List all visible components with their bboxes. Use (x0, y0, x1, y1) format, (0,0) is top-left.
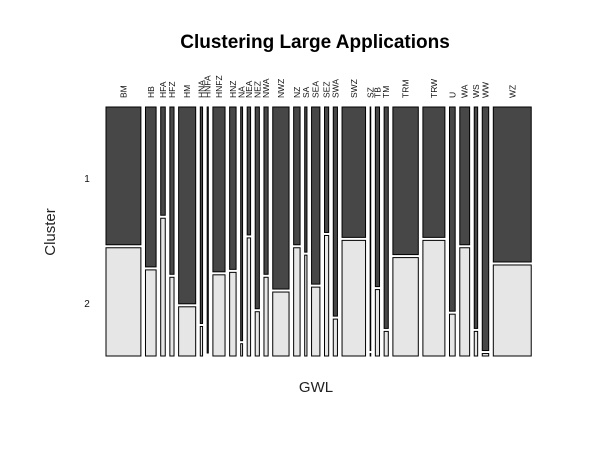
bar-TM-cluster-1 (383, 106, 389, 329)
bar-NWA-cluster-2 (263, 276, 269, 357)
bar-TRM-cluster-1 (392, 106, 419, 256)
x-tick-label-BM: BM (118, 85, 128, 98)
x-tick-label-HNZ: HNZ (228, 81, 238, 98)
bar-SA-cluster-1 (304, 106, 308, 253)
bar-HNFZ-cluster-2 (212, 274, 226, 357)
bar-NWZ-cluster-1 (272, 106, 290, 290)
bar-HNFA-cluster-1 (206, 106, 209, 354)
bar-SEA-cluster-1 (311, 106, 321, 285)
bar-NWA-cluster-1 (263, 106, 269, 275)
bar-TB-cluster-2 (374, 289, 381, 357)
bar-WS-cluster-2 (473, 330, 479, 357)
x-tick-label-SA: SA (301, 86, 311, 98)
x-tick-label-NEA: NEA (244, 80, 254, 98)
bar-NA-cluster-2 (240, 343, 244, 357)
bar-WZ-cluster-2 (492, 264, 532, 357)
bar-SWA-cluster-1 (332, 106, 338, 317)
x-tick-label-WA: WA (460, 84, 470, 98)
x-tick-label-SEZ: SEZ (322, 81, 332, 98)
bar-TRW-cluster-1 (422, 106, 446, 238)
bar-U-cluster-1 (448, 106, 456, 312)
bar-HFA-cluster-1 (160, 106, 166, 216)
x-tick-label-NA: NA (237, 86, 247, 98)
x-tick-label-TRM: TRM (401, 80, 411, 98)
x-tick-label-TRW: TRW (429, 79, 439, 98)
x-tick-label-NEZ: NEZ (252, 81, 262, 98)
bar-TB-cluster-1 (374, 106, 381, 288)
bar-SEZ-cluster-1 (324, 106, 330, 233)
x-tick-label-U: U (447, 92, 457, 98)
bar-SEA-cluster-2 (311, 286, 321, 357)
x-tick-label-HNFA: HNFA (203, 75, 213, 98)
x-tick-label-HFZ: HFZ (167, 81, 177, 98)
x-tick-label-HM: HM (182, 85, 192, 98)
bar-NA-cluster-1 (240, 106, 244, 342)
bar-NZ-cluster-1 (293, 106, 301, 246)
bar-HFA-cluster-2 (160, 217, 166, 357)
bar-HFZ-cluster-2 (169, 276, 175, 357)
x-tick-label-SWZ: SWZ (349, 79, 359, 98)
bar-NZ-cluster-2 (293, 247, 301, 357)
bar-WA-cluster-2 (459, 247, 471, 357)
bar-HNA-cluster-2 (199, 325, 204, 357)
x-tick-label-WZ: WZ (507, 85, 517, 98)
x-tick-label-HNA: HNA (196, 80, 206, 98)
bar-WS-cluster-1 (473, 106, 479, 329)
bar-BM-cluster-2 (105, 247, 142, 357)
bar-SZ-cluster-2 (369, 353, 372, 357)
x-tick-label-NWA: NWA (261, 78, 271, 98)
bar-HNZ-cluster-1 (229, 106, 237, 270)
x-tick-label-SEA: SEA (311, 81, 321, 98)
bar-HB-cluster-1 (144, 106, 157, 268)
bar-BM-cluster-1 (105, 106, 142, 246)
x-tick-label-NZ: NZ (292, 87, 302, 98)
bar-SA-cluster-2 (304, 254, 308, 357)
x-tick-label-TM: TM (381, 86, 391, 98)
bar-SWZ-cluster-1 (341, 106, 367, 238)
y-tick-label-cluster-2: 2 (84, 299, 90, 310)
bar-SWZ-cluster-2 (341, 239, 367, 357)
bar-HNFZ-cluster-1 (212, 106, 226, 273)
x-tick-label-WW: WW (480, 82, 490, 98)
bar-HB-cluster-2 (144, 269, 157, 357)
bar-SEZ-cluster-2 (324, 234, 330, 357)
x-tick-label-NWZ: NWZ (276, 79, 286, 98)
bar-SZ-cluster-1 (369, 106, 372, 352)
bar-TRM-cluster-2 (392, 257, 419, 357)
y-axis-label: Cluster (42, 208, 59, 256)
bar-HNA-cluster-1 (199, 106, 204, 324)
y-tick-label-cluster-1: 1 (84, 174, 90, 185)
bar-NEA-cluster-1 (246, 106, 252, 236)
bar-SWA-cluster-2 (332, 318, 338, 357)
x-tick-label-TB: TB (372, 87, 382, 98)
x-axis-label: GWL (299, 379, 333, 396)
bar-NEZ-cluster-2 (254, 311, 260, 357)
x-tick-label-HFA: HFA (158, 81, 168, 98)
bar-HFZ-cluster-1 (169, 106, 175, 275)
bar-HM-cluster-2 (178, 306, 197, 357)
x-tick-label-HB: HB (146, 86, 156, 98)
bar-NEA-cluster-2 (246, 237, 252, 357)
bar-WZ-cluster-1 (492, 106, 532, 263)
bar-WW-cluster-1 (481, 106, 490, 352)
bar-NWZ-cluster-2 (272, 291, 290, 357)
x-tick-label-SZ: SZ (365, 87, 375, 98)
x-tick-label-HNFZ: HNFZ (214, 75, 224, 98)
bar-HNZ-cluster-2 (229, 271, 237, 357)
bar-TRW-cluster-2 (422, 239, 446, 357)
x-tick-label-SWA: SWA (330, 79, 340, 98)
bar-TM-cluster-2 (383, 330, 389, 357)
chart-title: Clustering Large Applications (180, 32, 450, 53)
mosaic-bars (105, 106, 532, 357)
bar-U-cluster-2 (448, 313, 456, 357)
bar-NEZ-cluster-1 (254, 106, 260, 310)
bar-HM-cluster-1 (178, 106, 197, 305)
x-tick-label-WS: WS (471, 84, 481, 98)
bar-WW-cluster-2 (481, 353, 490, 357)
bar-WA-cluster-1 (459, 106, 471, 246)
